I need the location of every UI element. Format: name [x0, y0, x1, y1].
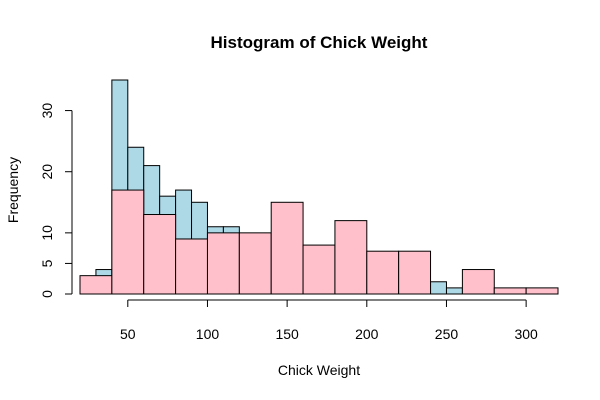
y-tick-label-3: 20: [39, 164, 55, 180]
y-tick-label-1: 5: [39, 259, 55, 267]
histogram-bar-series-0-11: [445, 287, 463, 295]
x-tick-label-2: 150: [275, 326, 299, 342]
histogram-bar-series-1-3: [175, 238, 208, 295]
y-axis: 0 5 10 20 30: [39, 103, 73, 298]
histogram-bar-series-1-5: [238, 232, 272, 295]
bars-group: [79, 79, 559, 295]
y-tick-label-2: 10: [39, 225, 55, 241]
histogram-bar-series-1-0: [79, 275, 113, 295]
histogram-bar-series-1-9: [366, 250, 400, 295]
histogram-bar-series-1-7: [302, 244, 336, 295]
histogram-bar-series-1-12: [461, 269, 495, 295]
x-tick-label-1: 100: [196, 326, 220, 342]
histogram-bar-series-0-10: [430, 281, 447, 295]
histogram-bar-series-1-8: [334, 220, 368, 295]
y-tick-label-0: 0: [39, 290, 55, 298]
chart-title: Histogram of Chick Weight: [211, 33, 428, 52]
x-tick-label-0: 50: [120, 326, 136, 342]
x-tick-label-3: 200: [355, 326, 379, 342]
histogram-bar-series-1-14: [525, 287, 559, 295]
histogram-bar-series-1-2: [143, 214, 177, 295]
histogram-bar-series-1-13: [493, 287, 527, 295]
x-tick-label-5: 300: [514, 326, 538, 342]
histogram-bar-series-1-4: [206, 232, 240, 295]
y-axis-label: Frequency: [5, 157, 21, 223]
x-tick-label-4: 250: [435, 326, 459, 342]
x-axis-label: Chick Weight: [278, 362, 360, 378]
x-axis: 50 100 150 200 250 300: [120, 299, 538, 342]
histogram-bar-series-1-6: [270, 201, 304, 295]
histogram-bar-series-1-1: [111, 189, 145, 295]
y-tick-label-4: 30: [39, 103, 55, 119]
histogram-bar-series-1-10: [398, 250, 432, 295]
